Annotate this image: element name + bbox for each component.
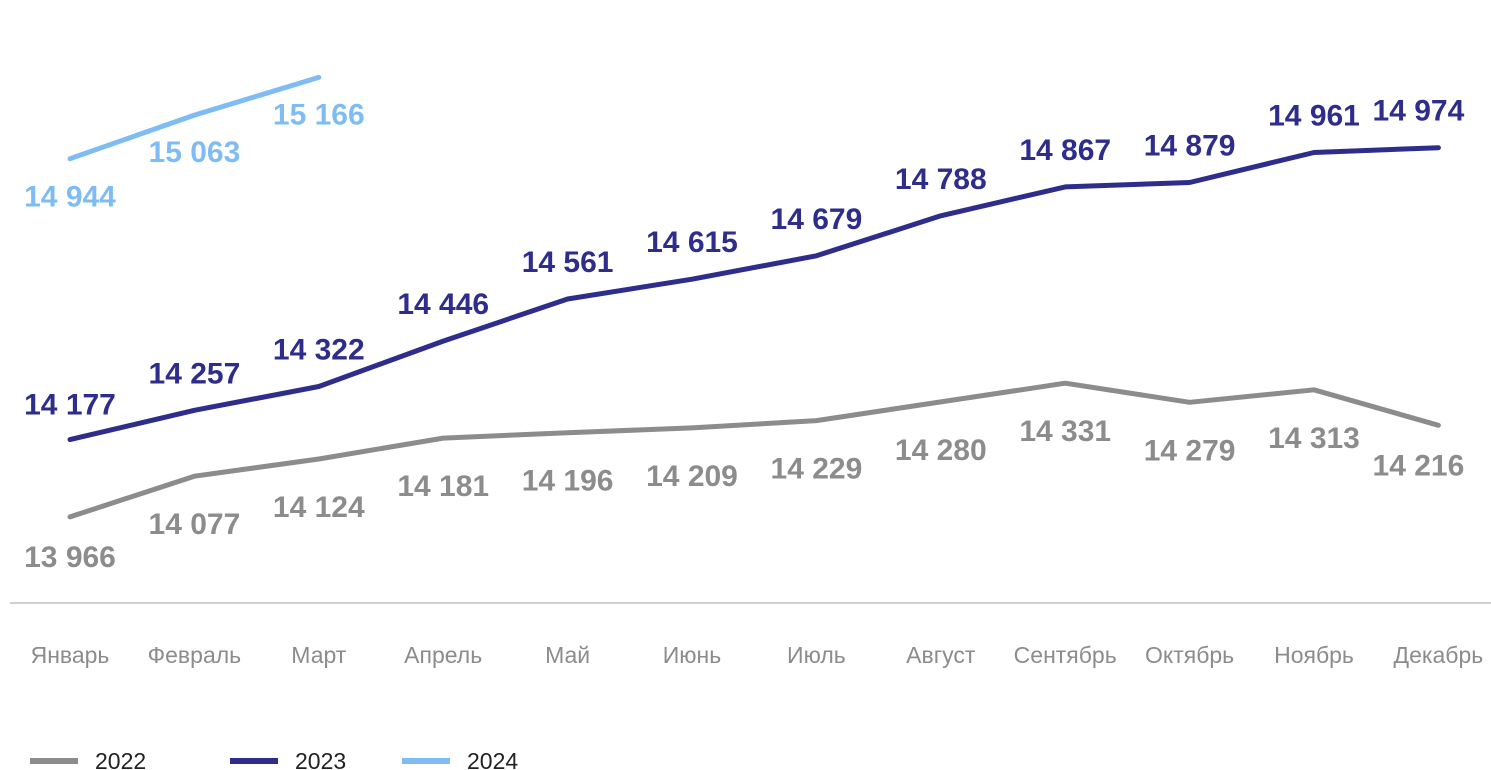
x-tick-label: Май <box>545 642 590 668</box>
x-tick-label: Август <box>906 642 976 668</box>
data-label-2022-11: 14 313 <box>1268 422 1360 455</box>
data-label-2023-1: 14 177 <box>24 389 116 422</box>
legend-label-2022: 2022 <box>95 748 146 770</box>
data-label-2022-7: 14 229 <box>771 453 863 486</box>
x-tick-label: Декабрь <box>1394 642 1484 668</box>
x-tick-label: Октябрь <box>1145 642 1234 668</box>
x-tick-label: Январь <box>31 642 110 668</box>
data-label-2023-11: 14 961 <box>1268 100 1360 133</box>
legend: 2022 2023 2024 <box>30 748 518 770</box>
data-label-2023-2: 14 257 <box>149 357 241 390</box>
data-label-2024-1: 14 944 <box>24 181 116 214</box>
data-label-2023-6: 14 615 <box>646 226 738 259</box>
data-label-2023-3: 14 322 <box>273 334 365 367</box>
data-label-2024-3: 15 166 <box>273 98 365 131</box>
x-tick-layer: Январь Февраль Март Апрель Май Июнь Июль Август… <box>31 642 1484 668</box>
x-tick-label: Март <box>291 642 346 668</box>
data-label-2023-4: 14 446 <box>397 288 489 321</box>
data-label-layer: 13 966 14 077 14 124 14 181 14 196 14 209 14 2… <box>24 95 1464 574</box>
data-label-2023-5: 14 561 <box>522 246 614 279</box>
data-label-2023-8: 14 788 <box>895 163 987 196</box>
series-line-2024 <box>67 74 322 162</box>
x-tick-label: Февраль <box>148 642 241 668</box>
data-label-2023-9: 14 867 <box>1019 134 1111 167</box>
data-label-2022-10: 14 279 <box>1144 434 1236 467</box>
data-label-2023-10: 14 879 <box>1144 130 1236 163</box>
series-layer <box>67 74 1441 520</box>
legend-label-2023: 2023 <box>295 748 346 770</box>
series-line-2023 <box>67 145 1441 443</box>
data-label-2023-7: 14 679 <box>771 203 863 236</box>
data-label-2022-4: 14 181 <box>397 470 489 503</box>
data-label-2022-5: 14 196 <box>522 465 614 498</box>
legend-label-2024: 2024 <box>467 748 518 770</box>
data-label-2023-12: 14 974 <box>1373 95 1465 128</box>
x-tick-label: Апрель <box>404 642 482 668</box>
x-tick-label: Сентябрь <box>1014 642 1117 668</box>
data-label-2024-2: 15 063 <box>149 136 241 169</box>
x-tick-label: Ноябрь <box>1274 642 1354 668</box>
data-label-2022-9: 14 331 <box>1019 415 1111 448</box>
data-label-2022-2: 14 077 <box>149 508 241 541</box>
data-label-2022-1: 13 966 <box>24 541 116 574</box>
x-tick-label: Июль <box>787 642 846 668</box>
x-tick-label: Июнь <box>663 642 721 668</box>
data-label-2022-8: 14 280 <box>895 434 987 467</box>
data-label-2022-3: 14 124 <box>273 491 365 524</box>
data-label-2022-12: 14 216 <box>1373 449 1465 482</box>
series-line-2022 <box>67 380 1441 520</box>
data-label-2022-6: 14 209 <box>646 460 738 493</box>
